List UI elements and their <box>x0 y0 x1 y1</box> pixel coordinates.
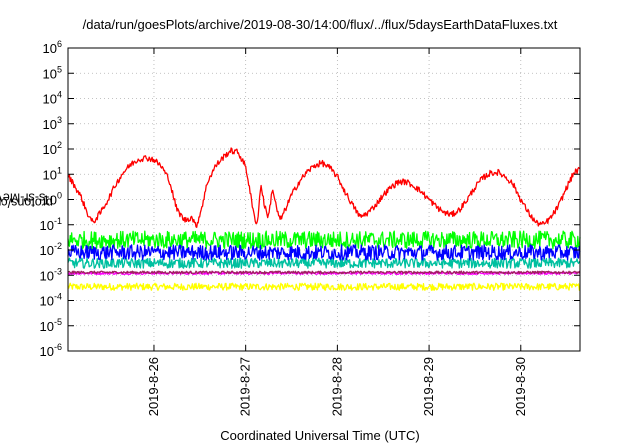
data-series-line <box>67 244 581 261</box>
y-tick-label: 10-2 <box>40 241 62 258</box>
data-series-line <box>67 257 581 269</box>
data-series-group <box>67 147 581 291</box>
y-tick-label: 10-4 <box>40 292 62 309</box>
y-tick-label: 104 <box>43 90 62 107</box>
chart-title: /data/run/goesPlots/archive/2019-08-30/1… <box>82 17 558 32</box>
x-tick-label: 2019-8-28 <box>329 357 344 416</box>
y-tick-label: 101 <box>43 165 62 182</box>
grid-lines <box>68 48 580 351</box>
y-tick-label: 10-3 <box>40 266 62 283</box>
y-axis: 10-610-510-410-310-210-11001011021031041… <box>40 39 580 359</box>
data-series-line <box>67 230 581 250</box>
y-tick-label: 10-6 <box>40 342 62 359</box>
y-tick-label: 106 <box>43 39 62 56</box>
y-tick-label: 10-1 <box>40 216 62 233</box>
x-tick-label: 2019-8-30 <box>513 357 528 416</box>
y-tick-label: 103 <box>43 115 62 132</box>
x-tick-label: 2019-8-27 <box>238 357 253 416</box>
y-tick-label: 102 <box>43 140 62 157</box>
x-tick-label: 2019-8-29 <box>421 357 436 416</box>
y-tick-label: 105 <box>43 64 62 81</box>
data-series-line <box>67 270 581 275</box>
data-series-line <box>67 147 581 228</box>
y-tick-label: 10-5 <box>40 317 62 334</box>
x-tick-label: 2019-8-26 <box>146 357 161 416</box>
data-series-line <box>67 282 581 291</box>
x-axis: 2019-8-26 2019-8-27 2019-8-28 2019-8-29 2019… <box>146 48 528 416</box>
x-axis-label: Coordinated Universal Time (UTC) <box>220 428 420 443</box>
